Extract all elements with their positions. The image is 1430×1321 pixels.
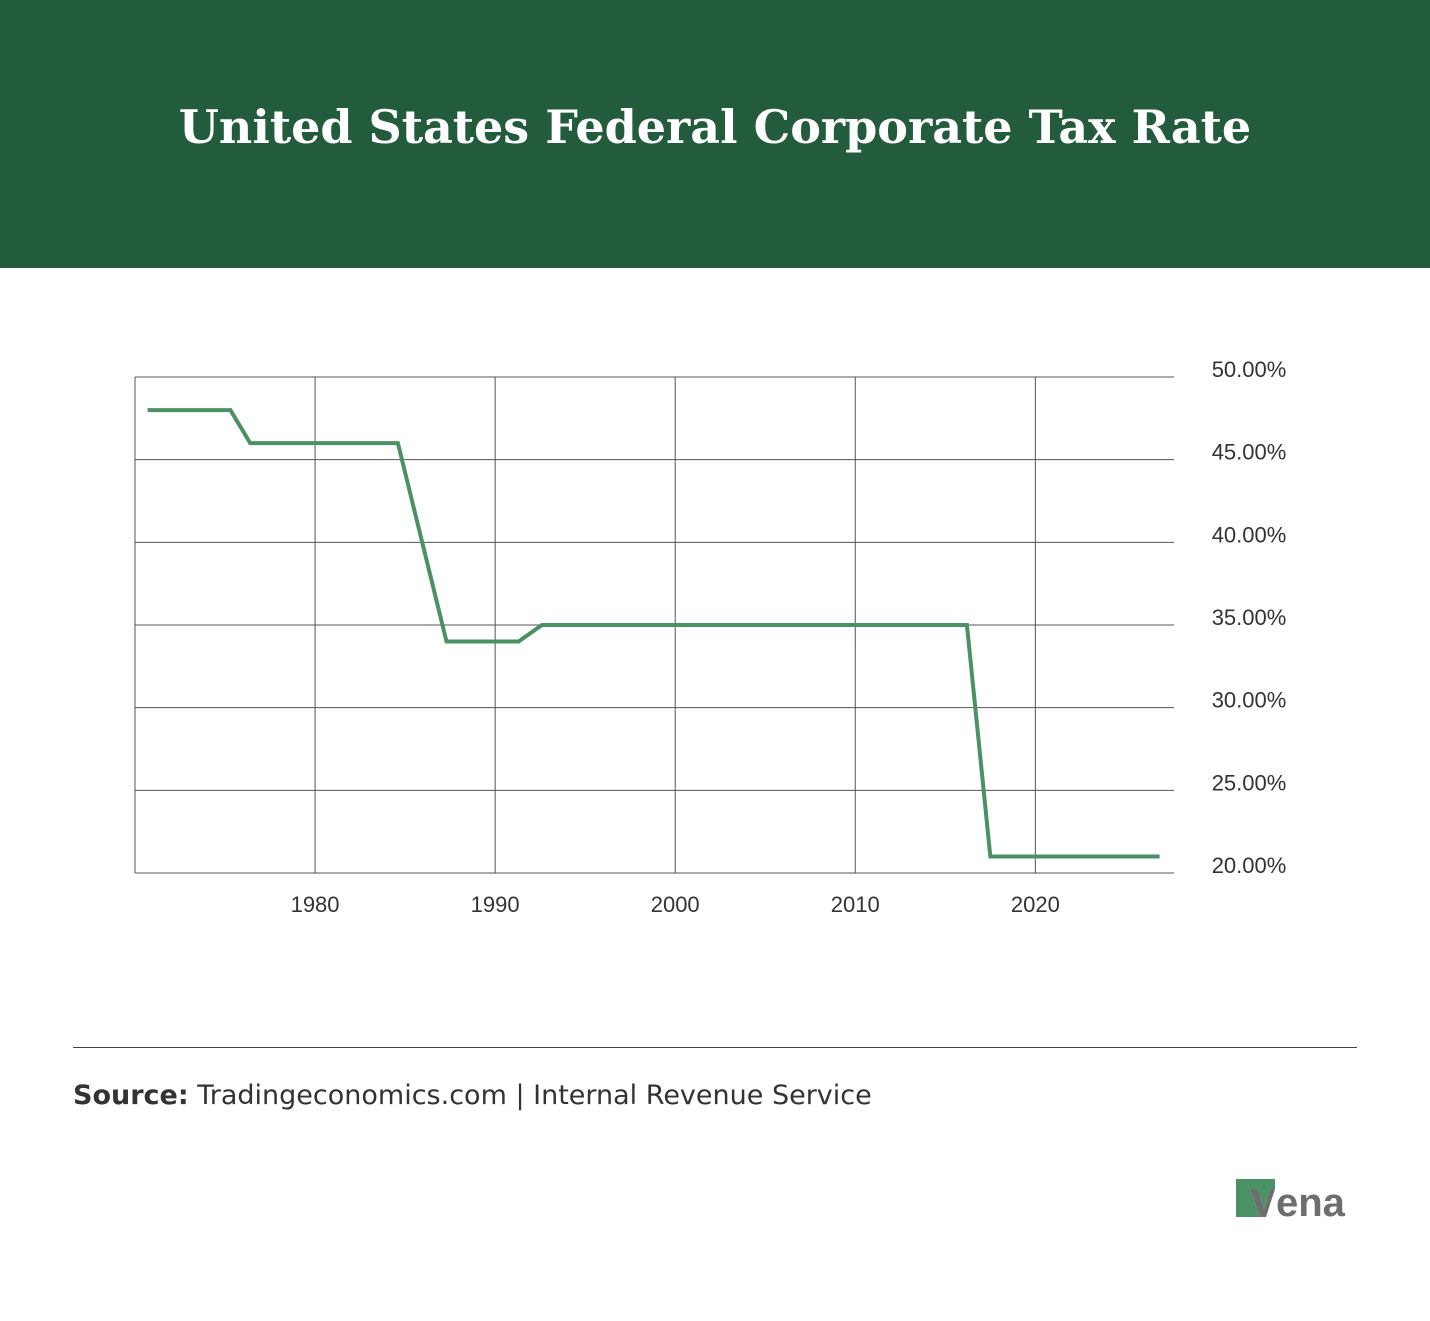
y-tick-label: 20.00% [1212,853,1287,878]
x-tick-label: 2020 [1011,892,1060,917]
y-tick-label: 45.00% [1212,440,1287,465]
y-tick-label: 35.00% [1212,605,1287,630]
x-tick-label: 2010 [831,892,880,917]
y-tick-label: 30.00% [1212,688,1287,713]
source-text: Tradingeconomics.com | Internal Revenue … [188,1080,872,1111]
x-tick-label: 1990 [471,892,520,917]
chart-title: United States Federal Corporate Tax Rate [178,100,1252,154]
y-tick-label: 25.00% [1212,770,1287,795]
source-label: Source: [73,1080,189,1111]
source-note: Source: Tradingeconomics.com | Internal … [73,1080,872,1111]
line-chart: 50.00% 45.00% 40.00% 35.00% 30.00% 25.00% 20.0… [134,357,1287,917]
svg-text:ena: ena [1276,1181,1346,1219]
y-tick-label: 50.00% [1212,357,1287,382]
divider [73,1047,1357,1048]
header-banner: United States Federal Corporate Tax Rate [0,0,1430,268]
vena-logo: ena [1236,1179,1346,1219]
tax-rate-line [147,408,1160,859]
y-tick-label: 40.00% [1212,522,1287,547]
x-tick-label: 1980 [291,892,340,917]
x-tick-label: 2000 [651,892,700,917]
